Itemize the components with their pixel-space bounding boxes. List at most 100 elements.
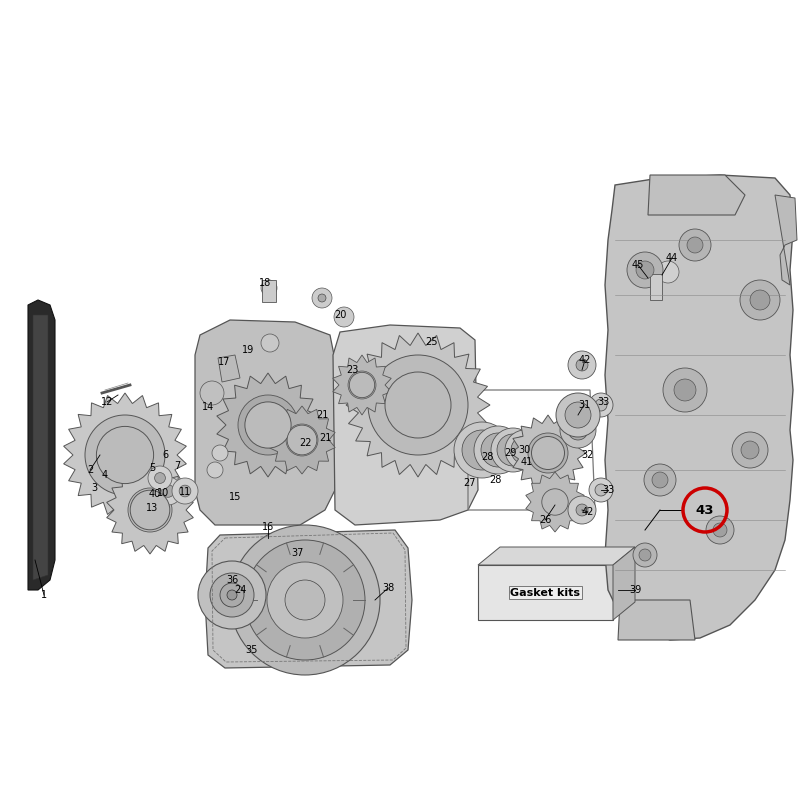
Polygon shape bbox=[195, 320, 335, 525]
Circle shape bbox=[687, 237, 703, 253]
Circle shape bbox=[348, 371, 376, 399]
Circle shape bbox=[154, 477, 182, 505]
Circle shape bbox=[568, 351, 596, 379]
Circle shape bbox=[388, 375, 448, 435]
Circle shape bbox=[207, 462, 223, 478]
Circle shape bbox=[253, 410, 283, 440]
Circle shape bbox=[462, 430, 502, 470]
Text: 24: 24 bbox=[234, 585, 246, 595]
Circle shape bbox=[130, 490, 170, 530]
Circle shape bbox=[245, 402, 291, 448]
Circle shape bbox=[679, 229, 711, 261]
Circle shape bbox=[652, 472, 668, 488]
Circle shape bbox=[633, 543, 657, 567]
Circle shape bbox=[522, 432, 558, 468]
Text: 15: 15 bbox=[229, 492, 241, 502]
Circle shape bbox=[286, 424, 318, 456]
Text: 7: 7 bbox=[174, 461, 180, 471]
Text: 42: 42 bbox=[582, 507, 594, 517]
Text: 22: 22 bbox=[298, 438, 311, 448]
Polygon shape bbox=[613, 547, 635, 620]
Text: 1: 1 bbox=[41, 590, 47, 600]
Circle shape bbox=[287, 425, 317, 455]
Text: 5: 5 bbox=[149, 463, 155, 473]
Text: 42: 42 bbox=[579, 355, 591, 365]
Circle shape bbox=[238, 395, 298, 455]
Text: 21: 21 bbox=[316, 410, 328, 420]
Circle shape bbox=[560, 412, 596, 448]
Polygon shape bbox=[106, 466, 194, 554]
Text: 20: 20 bbox=[334, 310, 346, 320]
Circle shape bbox=[528, 433, 568, 473]
Circle shape bbox=[385, 372, 451, 438]
Text: 28: 28 bbox=[489, 475, 501, 485]
Text: 38: 38 bbox=[382, 583, 394, 593]
Text: 13: 13 bbox=[146, 503, 158, 513]
Polygon shape bbox=[478, 547, 635, 565]
Circle shape bbox=[636, 261, 654, 279]
Polygon shape bbox=[218, 355, 240, 382]
Bar bbox=[650, 274, 662, 300]
Polygon shape bbox=[618, 600, 695, 640]
Circle shape bbox=[200, 381, 224, 405]
Circle shape bbox=[474, 426, 522, 474]
Circle shape bbox=[148, 466, 172, 490]
Circle shape bbox=[491, 428, 535, 472]
Circle shape bbox=[732, 432, 768, 468]
Circle shape bbox=[750, 290, 770, 310]
Circle shape bbox=[227, 590, 237, 600]
Circle shape bbox=[285, 580, 325, 620]
Text: 17: 17 bbox=[218, 357, 230, 367]
Circle shape bbox=[210, 573, 254, 617]
Text: 16: 16 bbox=[262, 522, 274, 532]
Text: 41: 41 bbox=[521, 457, 533, 467]
Circle shape bbox=[589, 393, 613, 417]
Text: 35: 35 bbox=[246, 645, 258, 655]
Circle shape bbox=[97, 426, 154, 483]
Text: 25: 25 bbox=[426, 337, 438, 347]
Circle shape bbox=[644, 464, 676, 496]
Text: 12: 12 bbox=[101, 397, 113, 407]
Circle shape bbox=[220, 583, 244, 607]
Text: 4: 4 bbox=[102, 470, 108, 480]
Circle shape bbox=[595, 484, 607, 496]
Circle shape bbox=[740, 280, 780, 320]
Circle shape bbox=[128, 488, 172, 532]
Bar bbox=[262, 280, 276, 302]
Circle shape bbox=[663, 368, 707, 412]
Circle shape bbox=[556, 393, 600, 437]
Text: 28: 28 bbox=[481, 452, 493, 462]
Circle shape bbox=[565, 402, 591, 428]
Circle shape bbox=[261, 280, 277, 296]
Circle shape bbox=[318, 294, 326, 302]
Circle shape bbox=[576, 359, 588, 371]
Circle shape bbox=[198, 561, 266, 629]
Polygon shape bbox=[269, 406, 335, 474]
Text: 29: 29 bbox=[504, 448, 516, 458]
Text: 2: 2 bbox=[87, 465, 93, 475]
Text: 39: 39 bbox=[629, 585, 641, 595]
Polygon shape bbox=[333, 355, 391, 415]
Circle shape bbox=[334, 307, 354, 327]
Circle shape bbox=[674, 379, 696, 401]
Circle shape bbox=[497, 434, 529, 466]
Text: 23: 23 bbox=[346, 365, 358, 375]
Text: 21: 21 bbox=[319, 433, 331, 443]
Circle shape bbox=[312, 288, 332, 308]
Circle shape bbox=[140, 500, 160, 520]
Circle shape bbox=[505, 430, 545, 470]
Circle shape bbox=[639, 549, 651, 561]
Circle shape bbox=[531, 437, 565, 470]
Circle shape bbox=[657, 261, 679, 283]
Text: 37: 37 bbox=[292, 548, 304, 558]
Circle shape bbox=[230, 525, 380, 675]
Circle shape bbox=[454, 422, 510, 478]
Text: 18: 18 bbox=[259, 278, 271, 288]
Text: 33: 33 bbox=[602, 485, 614, 495]
Polygon shape bbox=[346, 333, 490, 477]
Circle shape bbox=[576, 504, 588, 516]
Polygon shape bbox=[217, 373, 319, 477]
Circle shape bbox=[85, 415, 165, 495]
Circle shape bbox=[350, 372, 374, 398]
Circle shape bbox=[706, 516, 734, 544]
